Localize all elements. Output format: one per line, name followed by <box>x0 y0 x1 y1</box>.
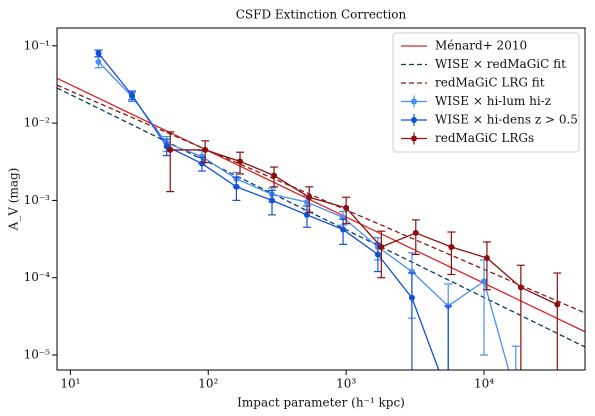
error-bar <box>407 272 416 370</box>
error-bar <box>232 176 241 202</box>
legend-swatch <box>411 117 417 123</box>
data-point <box>448 243 455 250</box>
error-bar <box>411 219 420 256</box>
error-bar <box>447 231 456 276</box>
error-bar <box>482 241 491 291</box>
data-point <box>95 50 102 57</box>
series-line <box>170 149 558 306</box>
data-point <box>517 284 524 291</box>
data-point <box>412 229 419 236</box>
error-bar <box>342 196 351 225</box>
error-bar <box>511 345 520 398</box>
legend-label: Ménard+ 2010 <box>435 39 527 53</box>
error-bar <box>236 151 245 175</box>
legend-label: WISE × redMaGiC fit <box>435 57 566 71</box>
error-bar <box>128 90 137 101</box>
y-tick-label: 10⁻⁵ <box>24 348 51 362</box>
error-bar <box>94 49 103 58</box>
data-point <box>237 158 244 165</box>
legend-swatch <box>411 98 417 105</box>
data-point <box>408 294 415 301</box>
data-point <box>202 146 209 153</box>
error-bar <box>480 259 489 356</box>
chart-title: CSFD Extinction Correction <box>236 8 407 22</box>
data-point <box>271 172 278 179</box>
x-tick-label: 10¹ <box>60 377 80 391</box>
legend-swatch <box>411 135 417 142</box>
x-axis-label: Impact parameter (h⁻¹ kpc) <box>237 396 405 410</box>
error-bar <box>270 166 279 188</box>
error-bar <box>553 272 562 370</box>
data-point <box>483 254 490 261</box>
axes-frame <box>56 27 586 371</box>
error-bar <box>166 131 175 193</box>
data-point <box>481 278 488 285</box>
error-bar <box>201 140 210 164</box>
error-bar <box>377 230 386 279</box>
error-bar <box>268 189 277 216</box>
data-point <box>167 146 174 153</box>
data-point <box>233 183 240 190</box>
data-point <box>269 197 276 204</box>
x-tick-label: 10³ <box>336 377 356 391</box>
data-point <box>554 301 561 308</box>
data-point <box>445 392 451 398</box>
data-point <box>340 226 347 233</box>
data-point <box>513 392 519 398</box>
data-point <box>343 204 350 211</box>
error-bar <box>516 264 525 370</box>
data-point <box>303 199 310 206</box>
plot-area <box>57 49 585 398</box>
y-tick-label: 10⁻² <box>24 116 51 130</box>
legend: Ménard+ 2010 WISE × redMaGiC fit redMaGiC … <box>392 32 580 153</box>
legend-label: WISE × hi-lum hi-z <box>435 94 551 108</box>
legend-label: WISE × hi-dens z > 0.5 <box>435 113 578 127</box>
x-tick-label: 10² <box>198 377 218 391</box>
y-tick-label: 10⁻⁴ <box>24 270 51 284</box>
legend-box <box>392 32 580 153</box>
y-tick-label: 10⁻¹ <box>24 38 50 52</box>
series-line <box>57 77 585 333</box>
data-point <box>95 58 102 65</box>
error-bar <box>305 186 314 213</box>
data-point <box>303 211 310 218</box>
x-tick-label: 10⁴ <box>474 377 494 391</box>
data-point <box>306 194 313 201</box>
error-bar <box>373 242 382 273</box>
y-tick-label: 10⁻³ <box>24 193 51 207</box>
legend-label: redMaGiC LRGs <box>435 131 534 145</box>
data-point <box>374 251 381 258</box>
data-point <box>198 160 205 167</box>
series-line <box>57 87 585 348</box>
error-bar <box>444 305 453 398</box>
error-bar <box>94 56 103 69</box>
data-point <box>378 243 385 250</box>
legend-label: redMaGiC LRG fit <box>435 76 545 90</box>
y-axis-label: A_V (mag) <box>7 168 21 232</box>
data-point <box>129 92 136 99</box>
